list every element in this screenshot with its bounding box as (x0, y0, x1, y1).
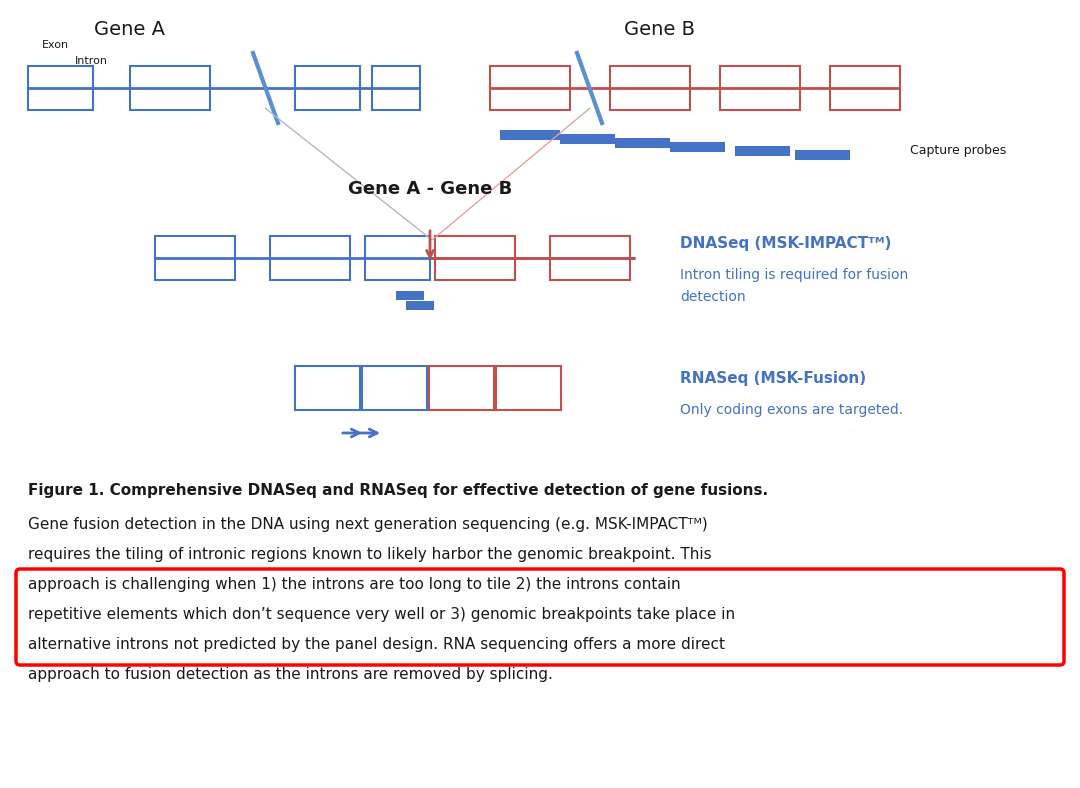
Bar (561, 134, 615, 144)
Text: alternative introns not predicted by the panel design. RNA sequencing offers a m: alternative introns not predicted by the… (28, 637, 725, 652)
Bar (615, 138, 670, 148)
Bar (372, 66, 420, 110)
Bar (670, 142, 725, 152)
Text: approach is challenging when 1) the introns are too long to tile 2) the introns : approach is challenging when 1) the intr… (28, 577, 680, 592)
Bar (496, 366, 561, 410)
Bar (610, 66, 690, 110)
Text: Intron tiling is required for fusion: Intron tiling is required for fusion (680, 268, 908, 282)
Text: Gene fusion detection in the DNA using next generation sequencing (e.g. MSK-IMPA: Gene fusion detection in the DNA using n… (28, 517, 707, 532)
Bar (156, 236, 235, 280)
Text: requires the tiling of intronic regions known to likely harbor the genomic break: requires the tiling of intronic regions … (28, 547, 712, 562)
Bar (28, 66, 93, 110)
Bar (406, 301, 434, 310)
Bar (435, 236, 515, 280)
Text: Gene B: Gene B (624, 20, 696, 39)
Text: Capture probes: Capture probes (910, 143, 1007, 157)
Text: approach to fusion detection as the introns are removed by splicing.: approach to fusion detection as the intr… (28, 667, 553, 682)
Text: RNASeq (MSK-Fusion): RNASeq (MSK-Fusion) (680, 370, 866, 385)
Bar (500, 130, 561, 140)
Bar (396, 291, 424, 300)
Bar (429, 366, 494, 410)
Bar (362, 366, 427, 410)
Text: Gene A: Gene A (95, 20, 165, 39)
Text: DNASeq (MSK-IMPACTᵀᴹ): DNASeq (MSK-IMPACTᵀᴹ) (680, 236, 891, 251)
Bar (295, 66, 360, 110)
Text: repetitive elements which don’t sequence very well or 3) genomic breakpoints tak: repetitive elements which don’t sequence… (28, 607, 735, 622)
Text: Only coding exons are targeted.: Only coding exons are targeted. (680, 403, 903, 417)
Text: Intron: Intron (75, 56, 108, 66)
Bar (720, 66, 800, 110)
Text: Figure 1. Comprehensive DNASeq and RNASeq for effective detection of gene fusion: Figure 1. Comprehensive DNASeq and RNASe… (28, 483, 768, 498)
Bar (365, 236, 430, 280)
Text: Gene A - Gene B: Gene A - Gene B (348, 180, 512, 198)
Text: detection: detection (680, 290, 745, 304)
Bar (550, 236, 630, 280)
Text: Exon: Exon (42, 40, 69, 50)
Bar (270, 236, 350, 280)
Bar (735, 146, 789, 156)
Bar (295, 366, 360, 410)
Bar (831, 66, 900, 110)
Bar (130, 66, 210, 110)
Bar (490, 66, 570, 110)
Bar (795, 150, 850, 160)
